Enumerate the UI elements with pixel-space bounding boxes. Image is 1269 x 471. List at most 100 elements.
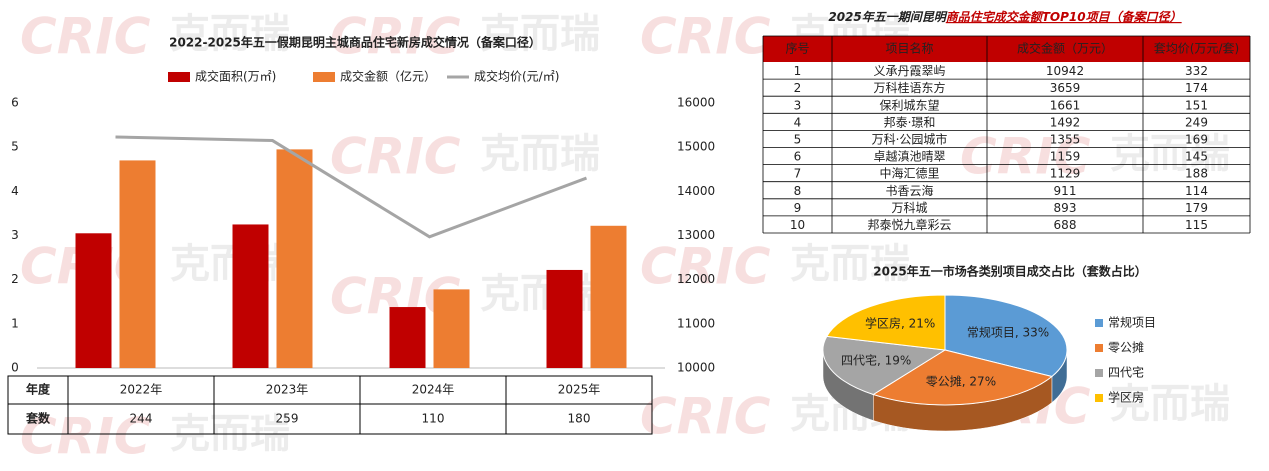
table-cell: 151 <box>1185 98 1208 112</box>
bar <box>433 289 470 368</box>
watermark: 克而瑞 <box>170 11 290 57</box>
y2-tick-label: 10000 <box>677 361 715 375</box>
legend-swatch <box>1095 369 1103 377</box>
watermark: 克而瑞 <box>790 241 910 287</box>
pie-label: 零公摊, 27% <box>926 375 996 389</box>
table-header: 套均价(万元/套) <box>1154 42 1239 56</box>
x-tick-label: 2023年 <box>266 383 309 397</box>
table-cell: 249 <box>1185 115 1208 129</box>
y-tick-label: 1 <box>11 316 19 330</box>
table-header: 序号 <box>785 41 809 56</box>
pie-slice <box>826 294 946 351</box>
legend-label: 学区房 <box>1108 390 1144 405</box>
table-cell: 保利城东望 <box>879 98 939 112</box>
y-tick-label: 3 <box>11 228 19 242</box>
table-cell: 2 <box>794 81 802 95</box>
y-tick-label: 2 <box>11 272 19 286</box>
table-cell: 911 <box>1054 184 1077 198</box>
table-cell: 邦泰悦九章彩云 <box>867 217 951 232</box>
pie-slice <box>944 294 1068 378</box>
y2-tick-label: 14000 <box>677 184 715 198</box>
table-cell: 万科城 <box>891 201 927 215</box>
table-cell: 书香云海 <box>885 183 933 198</box>
table-cell: 1129 <box>1050 167 1081 181</box>
bar <box>590 225 627 368</box>
table-cell: 1492 <box>1050 115 1081 129</box>
pie-label: 四代宅, 19% <box>841 353 911 368</box>
table-cell: 义承丹霞翠屿 <box>873 64 945 78</box>
table-cell: 1159 <box>1050 150 1081 164</box>
x-tick-label: 2025年 <box>558 383 601 397</box>
bar <box>389 307 426 368</box>
legend-label: 常规项目 <box>1108 315 1156 330</box>
watermark: CRIC <box>20 408 151 466</box>
legend-swatch <box>1095 394 1103 402</box>
watermark: CRIC <box>330 128 461 186</box>
table-cell: 5 <box>794 132 802 146</box>
bar <box>276 149 313 368</box>
table-cell: 4 <box>794 115 802 129</box>
table-cell: 3 <box>794 98 802 112</box>
table-cell: 115 <box>1185 218 1208 232</box>
table-cell: 893 <box>1054 201 1077 215</box>
table-header: 项目名称 <box>885 41 933 56</box>
bar <box>546 269 583 368</box>
data-table-row-label: 套数 <box>25 411 51 426</box>
bar <box>75 233 112 368</box>
pie-label: 常规项目, 33% <box>967 325 1049 340</box>
table-cell: 邦泰·璟和 <box>884 115 936 129</box>
data-table-value: 259 <box>276 412 299 426</box>
table-cell: 174 <box>1185 81 1208 95</box>
table-cell: 145 <box>1185 150 1208 164</box>
x-tick-label: 2024年 <box>412 383 455 397</box>
table-title: 2025年五一期间昆明商品住宅成交金额TOP10项目（备案口径） <box>828 10 1181 24</box>
legend-swatch <box>313 72 335 82</box>
legend-swatch <box>168 72 190 82</box>
table-cell: 7 <box>794 167 802 181</box>
table-cell: 万科桂语东方 <box>873 80 945 95</box>
pie-slice <box>822 335 947 396</box>
legend-label: 成交金额（亿元） <box>340 69 436 84</box>
legend-swatch <box>1095 319 1103 327</box>
chart-title: 2025年五一市场各类别项目成交占比（套数占比） <box>873 264 1146 279</box>
table-cell: 6 <box>794 150 802 164</box>
watermark: 克而瑞 <box>1110 131 1230 177</box>
y2-tick-label: 15000 <box>677 140 715 154</box>
table-cell: 10 <box>790 218 805 232</box>
table-cell: 1 <box>794 64 802 78</box>
y2-tick-label: 12000 <box>677 272 715 286</box>
table-cell: 688 <box>1054 218 1077 232</box>
bar <box>232 224 269 368</box>
table-cell: 9 <box>794 201 802 215</box>
table-header: 成交金额（万元） <box>1017 41 1113 56</box>
x-tick-label: 2022年 <box>120 383 163 397</box>
pie-slice <box>872 349 1053 406</box>
watermark: 克而瑞 <box>480 131 600 177</box>
chart-title: 2022-2025年五一假期昆明主城商品住宅新房成交情况（备案口径） <box>169 35 541 50</box>
table-header-bg <box>763 36 1250 62</box>
legend-label: 四代宅 <box>1108 365 1144 380</box>
y2-tick-label: 11000 <box>677 316 715 330</box>
watermark: 克而瑞 <box>170 241 290 287</box>
watermark: CRIC <box>640 238 771 296</box>
legend-swatch <box>1095 344 1103 352</box>
bar <box>119 160 156 368</box>
pie-label: 学区房, 21% <box>865 315 935 330</box>
watermark: CRIC <box>20 8 151 66</box>
data-table-value: 110 <box>422 412 445 426</box>
table-cell: 179 <box>1185 201 1208 215</box>
y-tick-label: 4 <box>11 184 19 198</box>
table-cell: 1355 <box>1050 132 1081 146</box>
table-cell: 332 <box>1185 64 1208 78</box>
table-title-part: 2025年五一期间昆明 <box>828 10 947 24</box>
watermark: 克而瑞 <box>480 11 600 57</box>
table-cell: 169 <box>1185 132 1208 146</box>
legend-label: 零公摊 <box>1108 341 1144 355</box>
watermark: 克而瑞 <box>1110 381 1230 427</box>
y2-tick-label: 16000 <box>677 96 715 110</box>
data-table-header: 年度 <box>26 382 51 397</box>
table-cell: 8 <box>794 184 802 198</box>
y-tick-label: 5 <box>11 140 19 154</box>
watermark: CRIC <box>640 388 771 446</box>
